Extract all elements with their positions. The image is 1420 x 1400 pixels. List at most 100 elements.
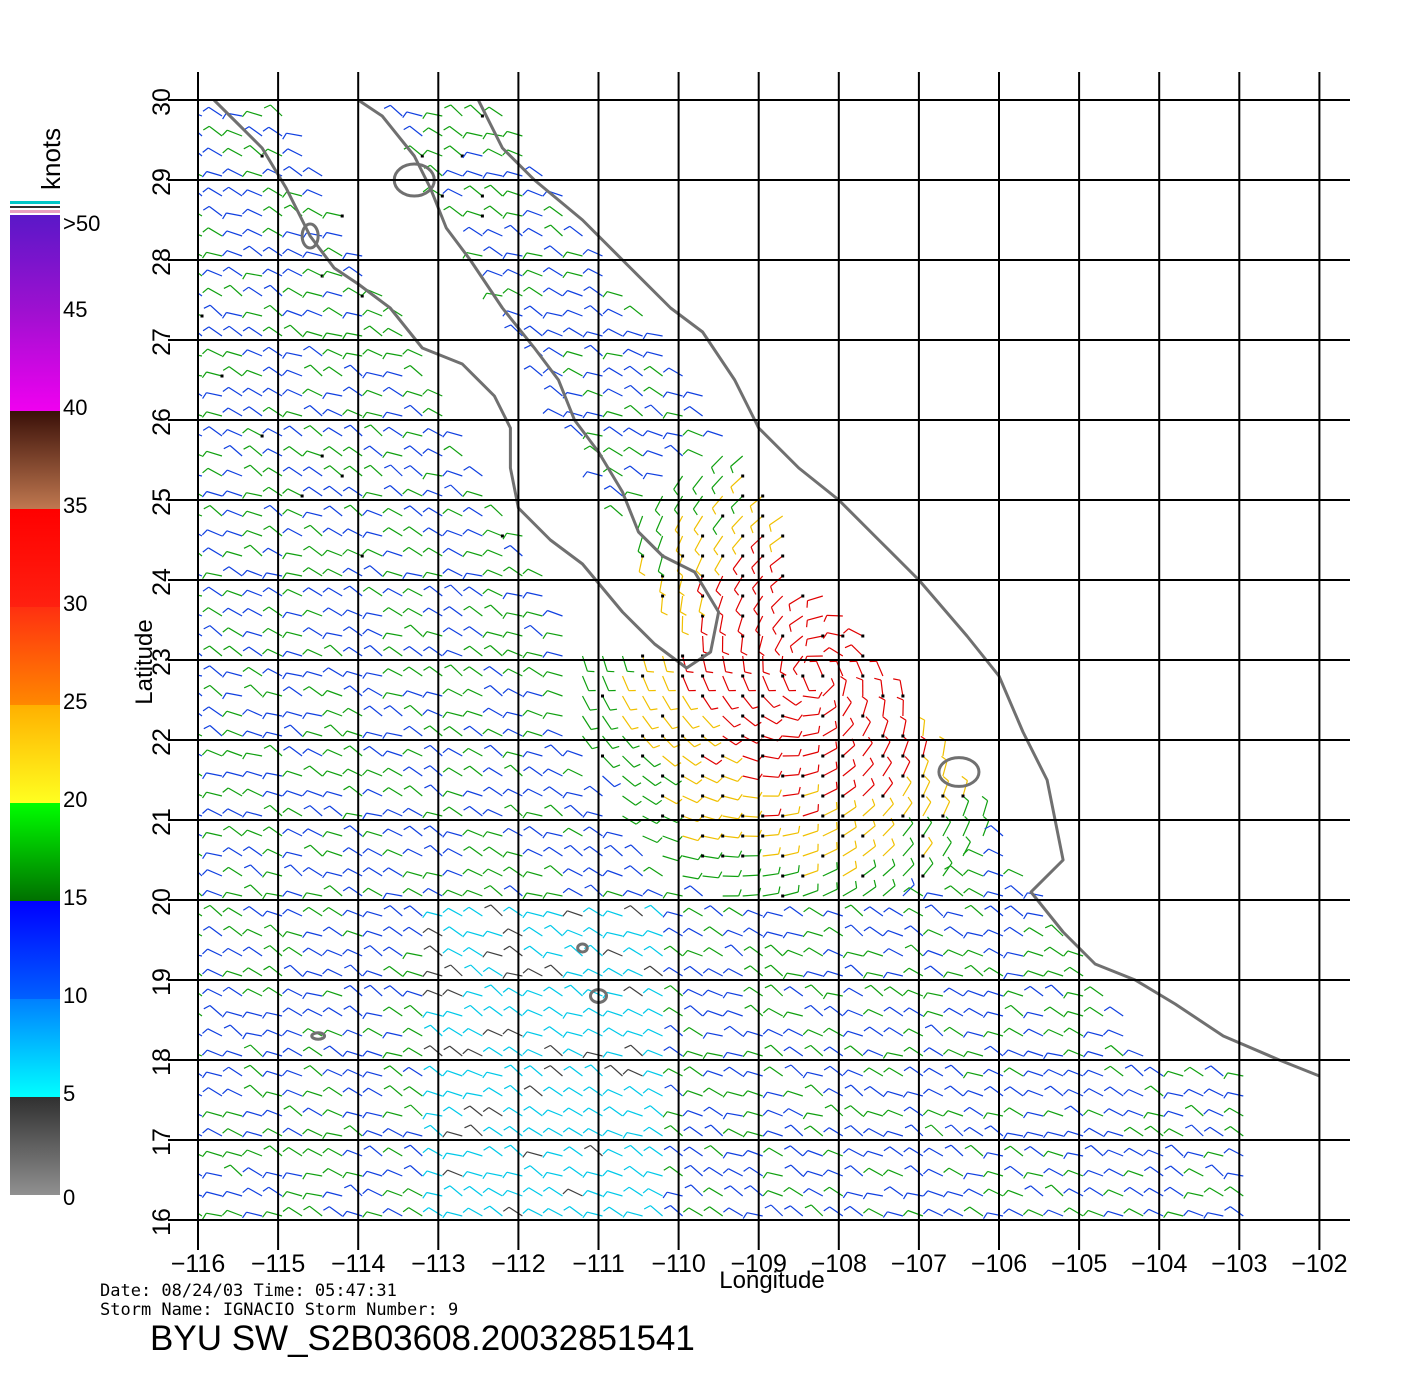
wind-barb <box>829 1206 844 1217</box>
wind-barb-flag <box>482 1172 488 1180</box>
wind-barb-flag <box>543 1086 550 1092</box>
wind-barb <box>426 631 443 637</box>
wind-barb-flag <box>732 568 738 576</box>
wind-barb-flag <box>818 707 822 715</box>
rain-flag-marker <box>721 854 725 858</box>
wind-barb-flag <box>700 631 708 636</box>
wind-barb <box>569 225 583 237</box>
wind-barb-flag <box>403 505 411 510</box>
wind-barb-flag <box>1164 1165 1172 1171</box>
wind-barb <box>1209 1187 1224 1197</box>
wind-barb-flag <box>882 1211 888 1218</box>
wind-barb-flag <box>522 269 528 276</box>
wind-barb-flag <box>182 829 187 834</box>
rain-flag-marker <box>340 474 344 478</box>
wind-barb-flag <box>731 548 737 555</box>
wind-barb-flag <box>743 1166 750 1172</box>
wind-barb <box>388 867 403 877</box>
wind-barb-flag <box>442 869 448 876</box>
wind-barb <box>407 848 423 857</box>
wind-barb-flag <box>963 887 970 894</box>
wind-barb-flag <box>522 788 529 795</box>
wind-barb <box>528 666 543 677</box>
wind-barb <box>198 354 203 357</box>
wind-barb <box>688 1207 703 1217</box>
wind-barb-flag <box>1224 1125 1231 1131</box>
wind-barb <box>327 1167 343 1177</box>
wind-barb <box>1227 1072 1244 1077</box>
wind-barb-flag <box>703 1106 710 1112</box>
wind-barb <box>650 1205 663 1217</box>
wind-barb-flag <box>522 990 528 997</box>
wind-barb <box>328 587 343 597</box>
wind-barb <box>782 832 799 837</box>
wind-barb <box>742 695 754 709</box>
wind-barb-flag <box>282 686 290 692</box>
wind-barb <box>782 793 799 797</box>
wind-barb <box>712 515 724 530</box>
wind-barb-flag <box>183 1129 188 1134</box>
wind-barb <box>749 495 764 507</box>
wind-barb <box>250 684 263 697</box>
wind-barb <box>747 1131 763 1137</box>
wind-barb-flag <box>722 968 729 974</box>
wind-barb-flag <box>942 911 948 919</box>
wind-barb-flag <box>1163 1211 1169 1219</box>
wind-barb-flag <box>462 1048 469 1055</box>
wind-barb <box>927 929 944 937</box>
wind-barb <box>266 1109 283 1117</box>
wind-barb <box>647 889 663 897</box>
wind-barb-flag <box>904 756 911 763</box>
wind-barb-flag <box>342 446 350 452</box>
wind-barb <box>567 1048 583 1057</box>
wind-barb <box>568 887 583 897</box>
wind-barb <box>347 948 363 957</box>
wind-barb-flag <box>943 987 950 993</box>
wind-barb-flag <box>522 210 528 216</box>
wind-barb-flag <box>502 827 509 834</box>
wind-barb-flag <box>483 1205 491 1211</box>
wind-barb-flag <box>869 757 874 765</box>
wind-barb <box>268 486 283 497</box>
wind-barb-flag <box>1144 1085 1152 1091</box>
wind-barb <box>266 691 283 697</box>
wind-barb <box>268 326 283 337</box>
wind-barb-flag <box>694 743 701 748</box>
wind-barb <box>446 1131 463 1137</box>
wind-barb <box>269 1145 283 1157</box>
wind-barb <box>349 985 363 997</box>
wind-barb-flag <box>503 566 510 572</box>
wind-barb-flag <box>922 1208 929 1215</box>
wind-barb <box>782 695 797 706</box>
wind-barb <box>466 572 483 577</box>
wind-barb-flag <box>1043 1168 1050 1174</box>
wind-barb <box>407 748 423 757</box>
wind-barb-flag <box>221 351 228 358</box>
wind-barb <box>827 948 844 957</box>
wind-barb-flag <box>302 790 308 797</box>
wind-barb-flag <box>1124 1064 1132 1069</box>
wind-barb-flag <box>522 1127 530 1133</box>
wind-barb-flag <box>562 1107 569 1113</box>
wind-barb-flag <box>604 504 611 510</box>
wind-barb <box>306 671 323 677</box>
wind-barb-flag <box>322 307 329 313</box>
wind-barb <box>711 455 724 468</box>
wind-barb <box>198 891 203 897</box>
wind-barb-flag <box>222 808 229 814</box>
wind-barb <box>828 647 844 657</box>
wind-barb <box>1229 1107 1244 1117</box>
wind-barb-flag <box>201 1049 208 1056</box>
wind-barb <box>588 1086 603 1097</box>
wind-barb-flag <box>613 764 621 769</box>
wind-barb <box>1089 986 1104 997</box>
wind-barb <box>687 1090 703 1097</box>
wind-barb <box>387 1189 403 1197</box>
wind-barb <box>247 988 263 997</box>
wind-barb-flag <box>903 1106 911 1112</box>
wind-barb <box>367 788 383 797</box>
wind-barb <box>226 530 243 537</box>
wind-barb <box>1009 1086 1024 1097</box>
wind-barb-flag <box>1023 1172 1028 1179</box>
wind-barb-flag <box>543 865 551 870</box>
